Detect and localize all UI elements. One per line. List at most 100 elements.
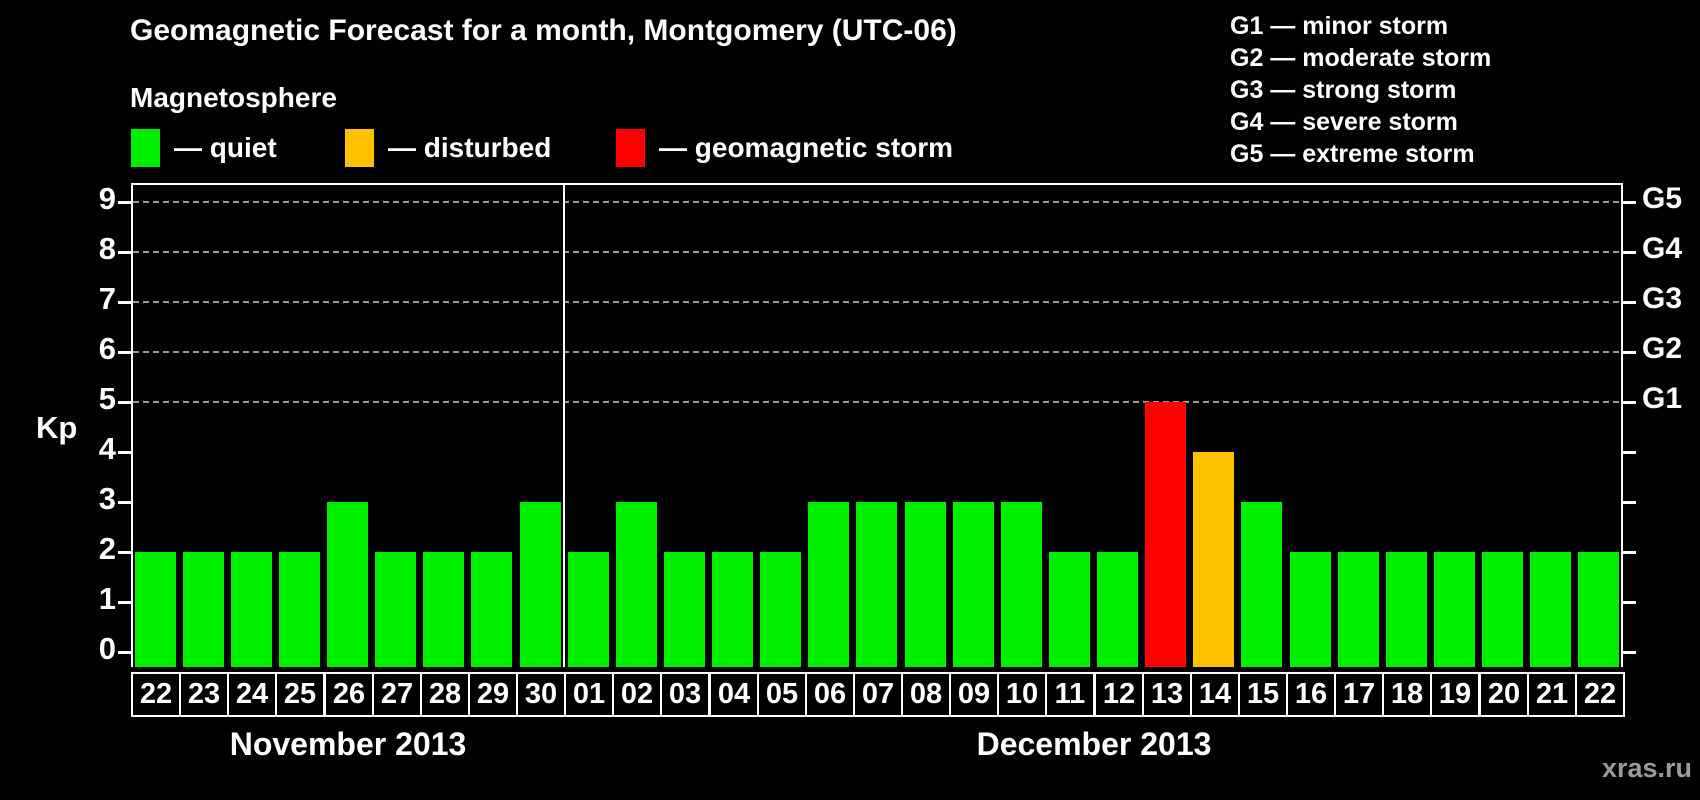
y-axis-label-kp3: 3 [98,481,116,516]
month-label-november: November 2013 [229,726,467,762]
day-label-november-25: 25 [275,672,325,717]
right-tick-kp5 [1623,401,1636,404]
left-tick-kp3 [118,501,131,504]
y-axis-label-kp1: 1 [98,581,116,616]
legend-item-disturbed: — disturbed [345,128,551,168]
legend-label-storm: — geomagnetic storm [659,132,954,163]
day-label-december-12: 12 [1094,672,1144,717]
bar-november-22 [135,552,176,667]
day-label-november-27: 27 [372,672,422,717]
day-label-november-22: 22 [131,672,181,717]
quiet-swatch-icon [131,129,160,167]
gridline-kp9 [133,201,1619,203]
y-axis-label-kp0: 0 [98,631,116,666]
bar-december-20 [1482,552,1523,667]
left-tick-kp0 [118,651,131,654]
bar-december-14 [1193,452,1234,667]
gridline-kp8 [133,251,1619,253]
magnetosphere-subtitle: Magnetosphere [130,82,337,113]
day-label-november-29: 29 [468,672,518,717]
bar-december-01 [568,552,609,667]
storm-scale-item-g2: G2 — moderate storm [1230,44,1492,72]
day-label-december-06: 06 [805,672,855,717]
day-label-december-22: 22 [1575,672,1625,717]
y-axis-label-kp5: 5 [98,381,116,416]
day-label-december-04: 04 [709,672,759,717]
bar-november-26 [327,502,368,667]
legend-item-quiet: — quiet [131,128,277,168]
watermark: xras.ru [1601,753,1692,783]
day-label-december-14: 14 [1190,672,1240,717]
bar-december-10 [1001,502,1042,667]
legend-label-quiet: — quiet [174,132,277,163]
day-label-november-23: 23 [179,672,229,717]
y-axis-label-kp4: 4 [98,431,116,466]
bar-december-07 [856,502,897,667]
day-label-december-09: 09 [949,672,999,717]
bar-november-29 [471,552,512,667]
day-label-december-07: 07 [853,672,903,717]
plot-area [131,183,1623,667]
left-tick-kp6 [118,351,131,354]
day-label-november-26: 26 [324,672,374,717]
month-label-december: December 2013 [976,726,1212,762]
day-label-december-11: 11 [1045,672,1095,717]
day-label-december-08: 08 [901,672,951,717]
day-label-december-19: 19 [1430,672,1480,717]
day-label-december-05: 05 [757,672,807,717]
month-separator [563,185,565,667]
bar-december-12 [1097,552,1138,667]
bar-november-23 [183,552,224,667]
storm-swatch-icon [616,129,645,167]
gridline-kp6 [133,351,1619,353]
right-tick-kp9 [1623,201,1636,204]
right-tick-kp7 [1623,301,1636,304]
disturbed-swatch-icon [345,129,374,167]
bar-december-06 [808,502,849,667]
left-tick-kp5 [118,401,131,404]
bar-december-18 [1386,552,1427,667]
bar-december-05 [760,552,801,667]
bar-december-21 [1530,552,1571,667]
bar-december-22 [1578,552,1619,667]
bar-december-02 [616,502,657,667]
day-label-december-02: 02 [612,672,662,717]
right-tick-kp8 [1623,251,1636,254]
right-tick-kp2 [1623,551,1636,554]
bar-november-27 [375,552,416,667]
day-label-november-24: 24 [227,672,277,717]
right-tick-kp0 [1623,651,1636,654]
y-axis-label-kp6: 6 [98,331,116,366]
day-label-november-28: 28 [420,672,470,717]
bar-december-04 [712,552,753,667]
bar-december-03 [664,552,705,667]
right-axis-label-g5: G5 [1642,182,1683,215]
bar-december-08 [905,502,946,667]
day-label-december-20: 20 [1479,672,1529,717]
bar-december-17 [1338,552,1379,667]
day-label-december-10: 10 [997,672,1047,717]
left-tick-kp4 [118,451,131,454]
bar-december-16 [1290,552,1331,667]
left-tick-kp2 [118,551,131,554]
storm-scale-item-g5: G5 — extreme storm [1230,140,1475,168]
right-tick-kp1 [1623,601,1636,604]
bar-december-15 [1241,502,1282,667]
day-label-december-16: 16 [1286,672,1336,717]
bar-december-13 [1145,402,1186,667]
bar-november-24 [231,552,272,667]
storm-scale-item-g1: G1 — minor storm [1230,12,1449,40]
bar-november-30 [520,502,561,667]
day-label-december-18: 18 [1382,672,1432,717]
y-axis-label-kp9: 9 [98,181,116,216]
y-axis-label-kp8: 8 [98,231,116,266]
kp-axis-label: Kp [36,410,78,445]
legend-label-disturbed: — disturbed [388,132,552,163]
left-tick-kp1 [118,601,131,604]
day-label-december-21: 21 [1527,672,1577,717]
right-tick-kp6 [1623,351,1636,354]
left-tick-kp8 [118,251,131,254]
bar-december-19 [1434,552,1475,667]
day-label-december-15: 15 [1238,672,1288,717]
